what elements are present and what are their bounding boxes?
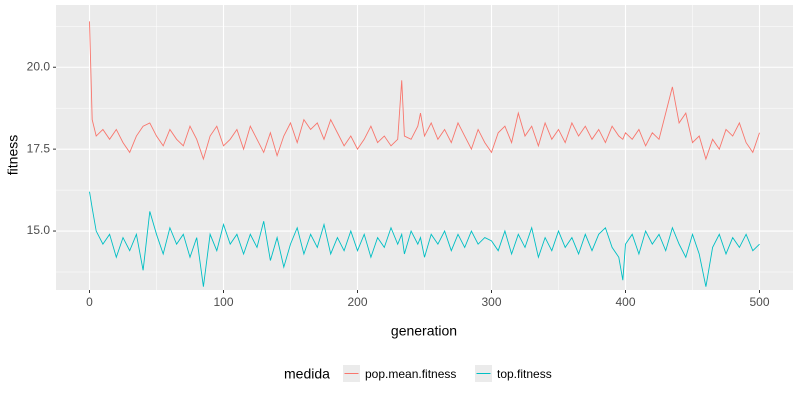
x-tick-label: 300: [481, 295, 501, 309]
lines: [89, 21, 760, 287]
series-line: [89, 21, 760, 161]
legend-label: pop.mean.fitness: [365, 367, 456, 381]
legend-title: medida: [284, 366, 330, 382]
y-tick-label: 20.0: [27, 59, 51, 73]
grid: [56, 5, 793, 290]
x-tick-label: 0: [86, 295, 93, 309]
x-tick-label: 100: [213, 295, 233, 309]
y-tick-label: 17.5: [27, 141, 51, 155]
y-axis-title: fitness: [5, 135, 21, 175]
x-tick-label: 500: [749, 295, 769, 309]
series-line: [89, 191, 760, 287]
x-tick-label: 400: [615, 295, 635, 309]
x-tick-label: 200: [347, 295, 367, 309]
legend-label: top.fitness: [497, 367, 552, 381]
y-tick-label: 15.0: [27, 223, 51, 237]
x-axis-title: generation: [391, 323, 457, 339]
